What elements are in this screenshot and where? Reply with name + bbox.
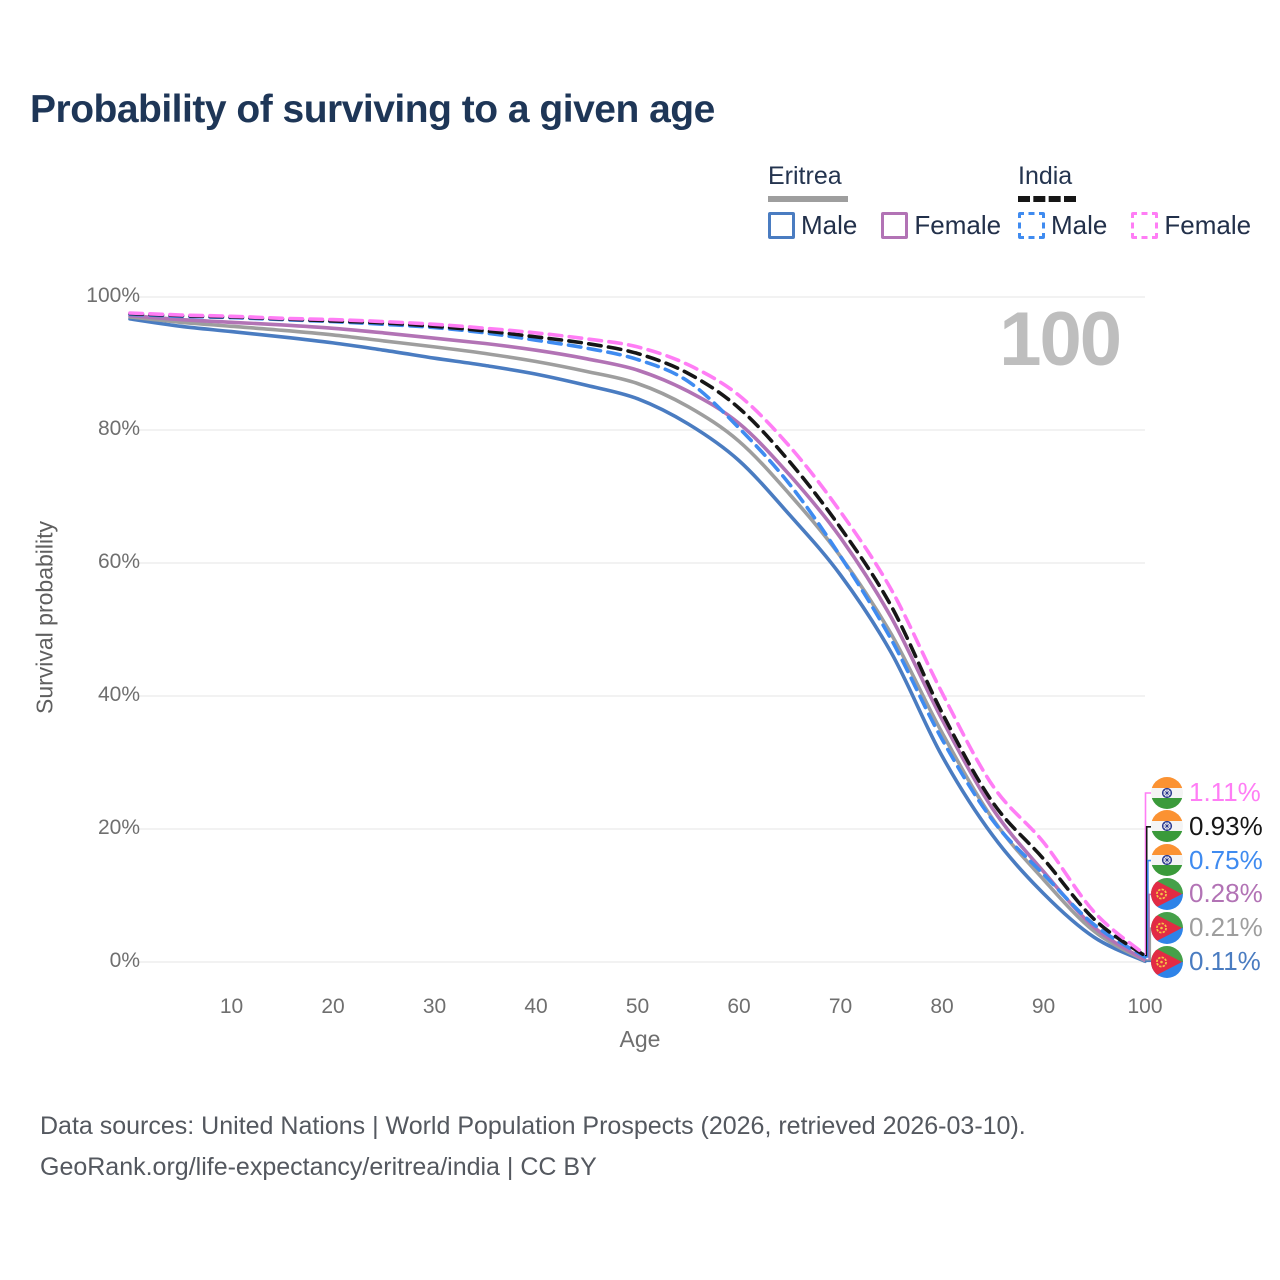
eritrea-female-swatch-icon [881, 212, 909, 239]
end-label-connectors [1144, 792, 1153, 963]
legend-item-eritrea-male[interactable]: Male [768, 210, 857, 241]
series-line-india_overall[interactable] [128, 311, 1147, 958]
end-label-india_overall: 0.93% [1151, 810, 1263, 842]
legend-group-india: India Male Female [1018, 162, 1251, 241]
x-tick-80: 80 [930, 995, 954, 1018]
end-label-value: 0.93% [1189, 810, 1263, 841]
x-tick-20: 20 [321, 995, 345, 1018]
india-flag-icon [1151, 810, 1183, 842]
x-tick-100: 100 [1127, 995, 1163, 1018]
series-line-india_female[interactable] [128, 311, 1147, 957]
india-male-swatch-icon [1018, 212, 1045, 239]
y-tick-80: 80% [97, 417, 140, 440]
x-tick-40: 40 [524, 995, 548, 1018]
legend-item-eritrea-female[interactable]: Female [881, 210, 1001, 241]
end-label-value: 0.28% [1189, 878, 1263, 909]
series-line-eritrea_female[interactable] [128, 313, 1147, 962]
x-tick-50: 50 [625, 995, 650, 1018]
series-line-eritrea_overall[interactable] [128, 315, 1147, 963]
y-axis-title: Survival probability [31, 520, 58, 715]
y-tick-40: 40% [97, 683, 140, 706]
age-counter-watermark: 100 [999, 297, 1122, 382]
x-tick-10: 10 [219, 995, 244, 1018]
legend-label: Female [914, 210, 1002, 240]
legend-item-india-female[interactable]: Female [1131, 210, 1251, 241]
x-tick-70: 70 [828, 995, 853, 1018]
footer-data-sources: Data sources: United Nations | World Pop… [40, 1112, 1026, 1140]
legend-label: Female [1164, 210, 1252, 240]
x-tick-90: 90 [1031, 995, 1056, 1018]
legend-label: Male [1051, 210, 1108, 240]
india-dashed-line-swatch [1018, 196, 1076, 202]
legend-item-india-male[interactable]: Male [1018, 210, 1107, 241]
page-title: Probability of surviving to a given age [30, 88, 715, 131]
y-tick-20: 20% [97, 816, 140, 839]
legend-group-eritrea: Eritrea Male Female [768, 162, 1001, 241]
india-flag-icon [1151, 777, 1183, 809]
end-label-value: 0.75% [1189, 844, 1263, 875]
end-label-eritrea_overall: 0.21% [1151, 912, 1263, 944]
x-tick-60: 60 [727, 995, 751, 1018]
y-tick-60: 60% [97, 550, 140, 573]
footer-attribution: GeoRank.org/life-expectancy/eritrea/indi… [40, 1152, 597, 1181]
series-line-india_male[interactable] [128, 312, 1147, 959]
legend-label: Male [801, 210, 858, 240]
legend-header-eritrea: Eritrea [768, 162, 842, 190]
end-label-value: 1.11% [1189, 777, 1261, 807]
eritrea-flag-icon [1151, 946, 1183, 978]
y-tick-100: 100% [86, 284, 140, 307]
series-line-eritrea_male[interactable] [128, 317, 1147, 964]
eritrea-flag-icon [1151, 878, 1183, 910]
eritrea-solid-line-swatch [768, 196, 848, 202]
india-flag-icon [1151, 844, 1183, 876]
end-label-value: 0.11% [1189, 946, 1261, 976]
gridlines [138, 296, 1145, 963]
end-label-value: 0.21% [1189, 912, 1263, 943]
x-tick-30: 30 [422, 995, 447, 1018]
end-label-india_female: 1.11% [1151, 777, 1261, 809]
footer: Data sources: United Nations | World Pop… [40, 1106, 1026, 1187]
end-label-eritrea_female: 0.28% [1151, 878, 1263, 910]
india-female-swatch-icon [1131, 212, 1159, 239]
x-axis-title: Age [619, 1026, 661, 1052]
end-label-eritrea_male: 0.11% [1151, 946, 1261, 978]
end-label-india_male: 0.75% [1151, 844, 1263, 876]
y-tick-0: 0% [109, 949, 140, 972]
legend-header-india: India [1018, 162, 1073, 190]
eritrea-flag-icon [1151, 912, 1183, 944]
eritrea-male-swatch-icon [768, 212, 795, 239]
